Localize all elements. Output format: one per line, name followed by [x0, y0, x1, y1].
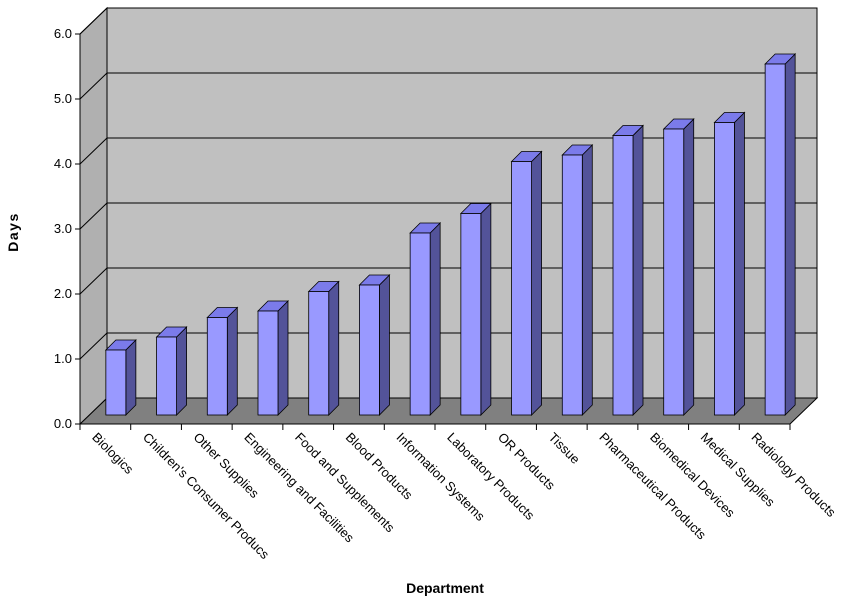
x-tick-label: Radiology Products: [749, 430, 840, 521]
bar: [510, 150, 543, 416]
bar: [358, 274, 391, 416]
bar-front: [257, 310, 279, 416]
bar-front: [764, 63, 786, 416]
y-tick-label: 1.0: [54, 351, 72, 366]
x-axis-title: Department: [406, 580, 484, 596]
bar: [409, 222, 442, 416]
bar-front: [663, 128, 685, 416]
y-tick-label: 5.0: [54, 91, 72, 106]
x-tick-label: Tissue: [546, 430, 583, 467]
gridline-side: [79, 7, 108, 35]
bar-front: [714, 122, 735, 416]
bar: [561, 144, 594, 416]
bar-side: [226, 306, 238, 416]
y-tick-label: 0.0: [54, 416, 72, 431]
x-tick-label: Food and Supplements: [292, 430, 398, 536]
bar-side: [784, 53, 796, 416]
bar: [662, 118, 695, 416]
bar: [206, 306, 239, 416]
bar-side: [480, 202, 492, 416]
x-axis-ticks: Biologics Children's Consumer ProducsOthe…: [79, 423, 840, 562]
x-tick-label: Laboratory Products: [444, 430, 538, 524]
bar-side: [176, 326, 187, 416]
bar: [612, 124, 644, 416]
bars: [104, 53, 797, 416]
y-tick-label: 2.0: [54, 286, 72, 301]
bar-side: [683, 118, 695, 416]
gridline-side: [79, 332, 108, 360]
bar: [155, 326, 188, 416]
bar-front: [308, 291, 330, 416]
bar-side: [734, 111, 745, 416]
gridline-side: [79, 267, 108, 295]
bar: [307, 280, 340, 416]
y-tick-label: 4.0: [54, 156, 72, 171]
bar-front: [612, 135, 634, 416]
gridline-side: [79, 137, 108, 165]
bar-side: [379, 274, 390, 416]
bar-side: [277, 300, 289, 416]
y-tick-label: 3.0: [54, 221, 72, 236]
bar-front: [105, 349, 127, 416]
bar-side: [531, 150, 542, 416]
bar-front: [561, 154, 583, 416]
bar-side: [632, 124, 644, 416]
bar-front: [511, 161, 532, 416]
bar-side: [581, 144, 593, 416]
gridline-side: [79, 72, 108, 100]
bar-front: [460, 213, 482, 416]
bar: [257, 300, 289, 416]
bar-side: [328, 280, 340, 416]
chart-floor: [78, 397, 819, 425]
y-axis-title: Days: [5, 212, 21, 251]
x-tick-label: Pharmaceutical Products: [596, 430, 709, 543]
bar-side: [429, 222, 441, 416]
bar: [713, 111, 746, 416]
y-tick-label: 6.0: [54, 26, 72, 41]
x-tick-label: Biologics: [89, 430, 137, 478]
bar: [764, 53, 797, 416]
bar: [104, 339, 137, 416]
bar-front: [156, 336, 177, 416]
x-tick-label: Information Systems: [394, 430, 489, 525]
gridline-side: [79, 202, 108, 230]
chart-walls: [78, 6, 819, 426]
bar-front: [359, 284, 380, 416]
bar-front: [206, 317, 228, 416]
x-tick-label: Biomedical Devices: [647, 430, 738, 521]
bar-front: [409, 232, 431, 416]
bar-side: [125, 339, 137, 416]
y-axis-ticks: 0.0 1.0 2.0 3.0 4.0 5.0 6.0: [54, 26, 81, 431]
bar: [459, 202, 492, 416]
